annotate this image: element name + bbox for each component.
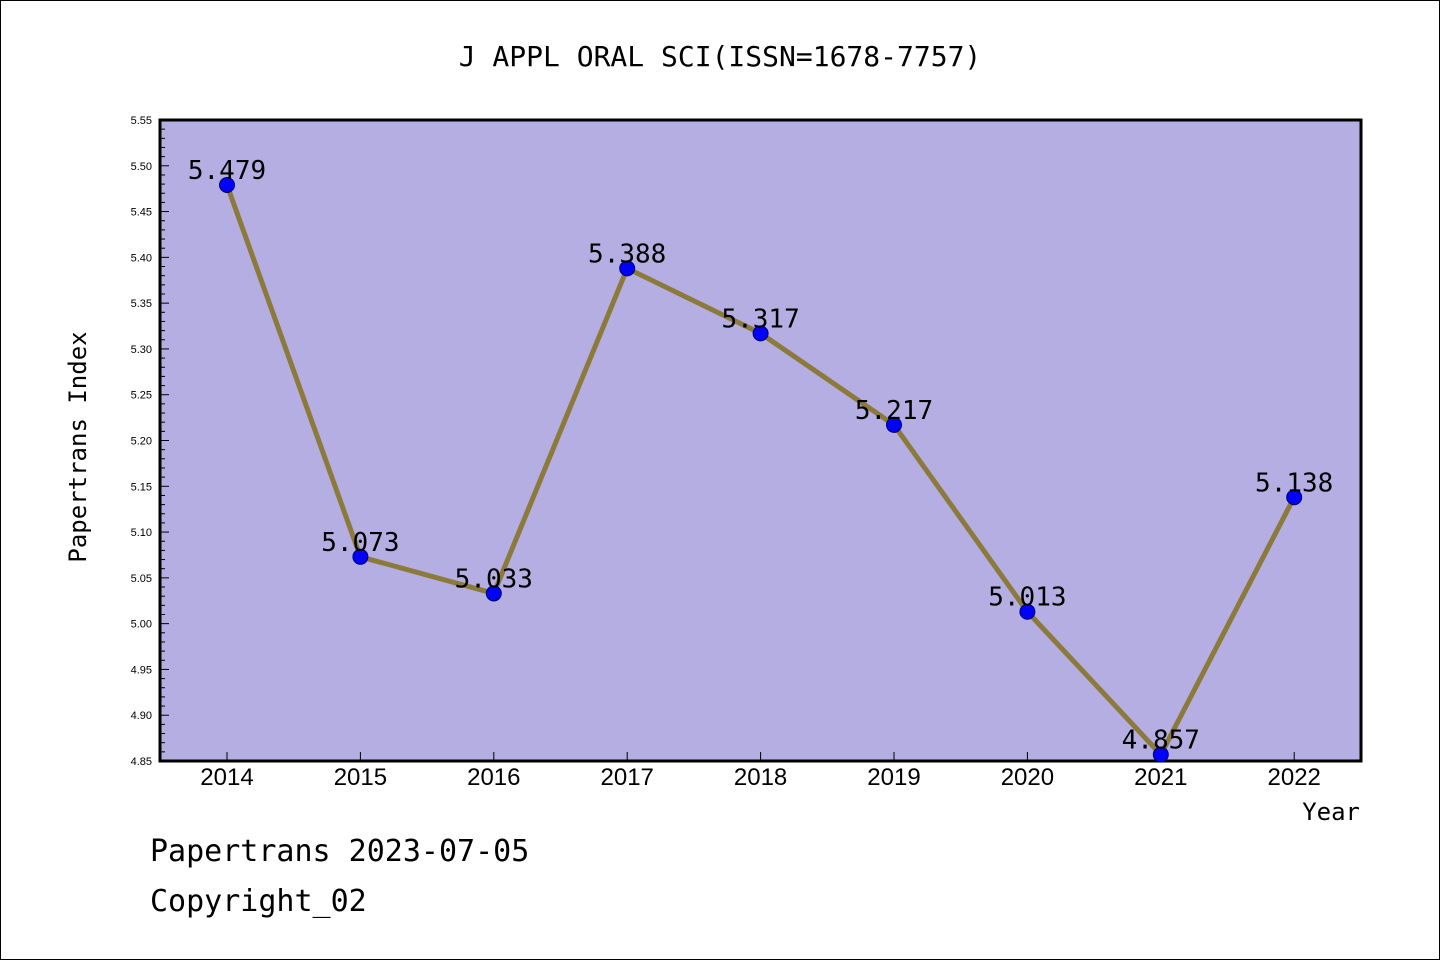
x-tick-label: 2020 — [1001, 764, 1054, 791]
y-tick-label: 5.30 — [131, 344, 152, 356]
y-tick-label: 5.00 — [131, 619, 152, 631]
y-tick-label: 4.90 — [131, 710, 152, 722]
x-tick-label: 2018 — [734, 764, 787, 791]
data-point — [352, 548, 369, 565]
y-tick-label: 5.20 — [131, 436, 152, 448]
y-tick-label: 5.55 — [131, 115, 152, 127]
data-label: 5.479 — [188, 156, 266, 186]
data-point — [886, 416, 902, 433]
x-axis-ticks: 2014 2015 2016 2017 2018 2019 2020 2021 2022 — [200, 752, 1321, 791]
chart-title: J APPL ORAL SCI(ISSN=1678-7757) — [459, 40, 982, 73]
y-tick-label: 5.25 — [131, 390, 152, 402]
data-point — [1286, 489, 1303, 506]
data-label: 5.317 — [721, 304, 799, 334]
y-tick-label: 5.50 — [131, 161, 152, 173]
x-tick-label: 2015 — [334, 764, 387, 791]
x-axis-label: Year — [1302, 798, 1360, 826]
y-tick-label: 5.10 — [131, 527, 152, 539]
footer-date: Papertrans 2023-07-05 — [150, 834, 530, 869]
y-tick-label: 4.95 — [131, 664, 152, 676]
data-point — [485, 585, 502, 602]
data-label: 5.388 — [588, 239, 666, 269]
data-point — [752, 325, 769, 342]
x-tick-label: 2022 — [1268, 764, 1321, 791]
y-axis-label: Papertrans Index — [64, 331, 92, 562]
x-tick-label: 2019 — [867, 764, 920, 791]
y-axis-ticks: 4.85 4.90 4.95 5.00 5.05 5.10 5.15 5.20 5.25 5.30… — [131, 115, 169, 768]
data-label: 5.013 — [988, 583, 1066, 613]
series-markers — [219, 177, 1303, 763]
x-tick-label: 2016 — [467, 764, 520, 791]
y-tick-label: 5.35 — [131, 298, 152, 310]
x-tick-label: 2017 — [601, 764, 654, 791]
y-tick-label: 5.40 — [131, 252, 152, 264]
data-point — [1019, 603, 1036, 620]
x-tick-label: 2014 — [200, 764, 253, 791]
data-point — [619, 260, 636, 277]
y-tick-label: 5.05 — [131, 573, 152, 585]
x-tick-label: 2021 — [1134, 764, 1187, 791]
data-point — [1152, 746, 1169, 763]
data-label: 4.857 — [1122, 726, 1200, 756]
plot-area — [158, 118, 1363, 763]
data-label: 5.073 — [321, 528, 399, 558]
data-label: 5.138 — [1255, 468, 1333, 498]
data-label: 5.033 — [455, 564, 533, 594]
footer-copyright: Copyright_02 — [150, 884, 367, 919]
y-tick-label: 5.45 — [131, 207, 152, 219]
data-point — [219, 177, 235, 194]
data-labels: 5.479 5.073 5.033 5.388 5.317 5.217 5.013 4.857… — [188, 156, 1333, 756]
data-label: 5.217 — [855, 396, 933, 426]
y-tick-label: 5.15 — [131, 481, 152, 493]
y-tick-label: 4.85 — [131, 756, 152, 768]
